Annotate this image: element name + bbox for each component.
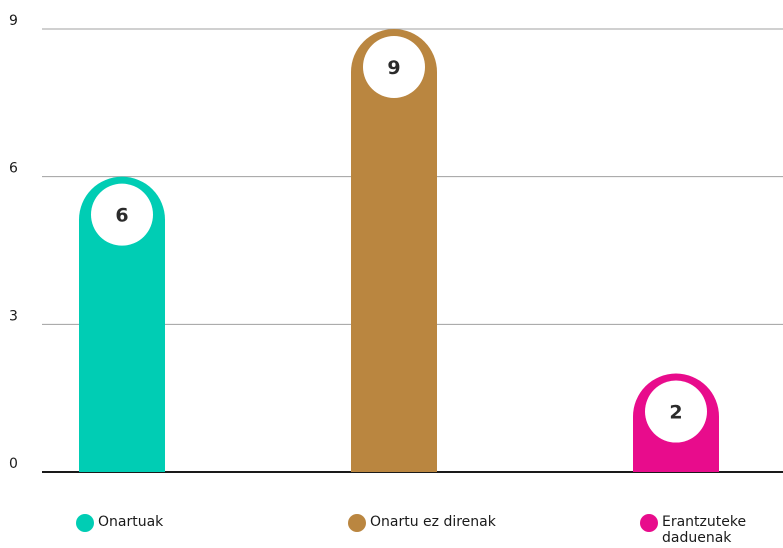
legend-item: Erantzuteke daduenak [640,514,762,546]
data-label: 6 [115,205,128,227]
legend-label: Onartu ez direnak [370,514,496,530]
legend-item: Onartuak [76,514,163,532]
legend-label: Erantzuteke daduenak [662,514,747,546]
value-badges: 6 9 2 [91,36,707,443]
y-axis-ticks: 0 3 6 9 [9,13,18,472]
legend-swatch [348,514,366,532]
y-tick-label: 6 [9,161,18,177]
legend-label: Onartuak [98,514,164,530]
y-tick-label: 0 [9,456,18,472]
value-badge [645,380,707,443]
y-tick-label: 3 [9,308,18,324]
bars [79,29,719,472]
value-badge [363,36,425,98]
legend-swatch [640,514,658,532]
bar [79,176,165,472]
bar [351,29,437,472]
data-label: 9 [387,57,400,79]
y-tick-label: 9 [9,13,18,29]
legend-swatch [76,514,94,532]
legend-item: Onartu ez direnak [348,514,496,532]
data-label: 2 [669,402,682,424]
value-badge [91,183,153,246]
